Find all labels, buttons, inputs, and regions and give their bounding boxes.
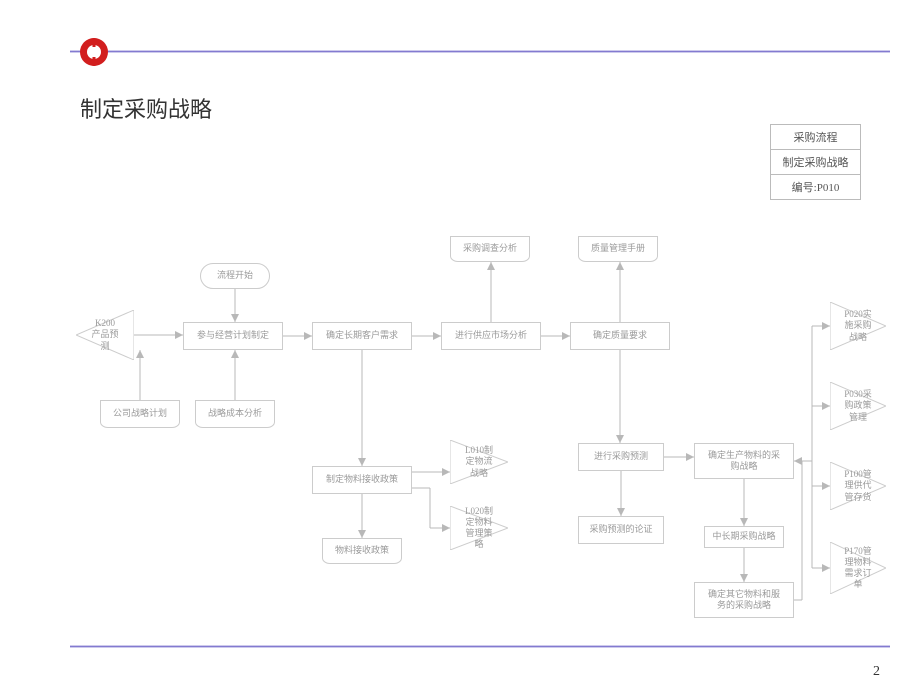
node-otherstrat: 确定其它物料和服 务的采购战略 — [694, 582, 794, 618]
node-demand: 确定长期客户需求 — [312, 322, 412, 350]
node-survey: 采购调查分析 — [450, 236, 530, 262]
node-policy: 制定物料接收政策 — [312, 466, 412, 494]
node-l010: L010制 定物流 战略 — [450, 440, 508, 484]
node-forecast: 进行采购预测 — [578, 443, 664, 471]
node-plan: 参与经营计划制定 — [183, 322, 283, 350]
node-verify: 采购预测的论证 — [578, 516, 664, 544]
node-k200: K200 产品预 测 — [76, 310, 134, 360]
node-p100: P100管 理供代 管存货 — [830, 462, 886, 510]
node-prodstrat: 确定生产物料的采 购战略 — [694, 443, 794, 479]
node-market: 进行供应市场分析 — [441, 322, 541, 350]
node-midlong: 中长期采购战略 — [704, 526, 784, 548]
node-p030: P030采 购政策 管理 — [830, 382, 886, 430]
node-quality: 确定质量要求 — [570, 322, 670, 350]
node-start: 流程开始 — [200, 263, 270, 289]
node-qmanual: 质量管理手册 — [578, 236, 658, 262]
node-policydoc: 物料接收政策 — [322, 538, 402, 564]
node-l020: L020制 定物料 管理策 略 — [450, 506, 508, 550]
node-p170: P170管 理物料 需求订 单 — [830, 542, 886, 594]
node-cost: 战略成本分析 — [195, 400, 275, 428]
node-p020: P020实 施采购 战略 — [830, 302, 886, 350]
node-company: 公司战略计划 — [100, 400, 180, 428]
